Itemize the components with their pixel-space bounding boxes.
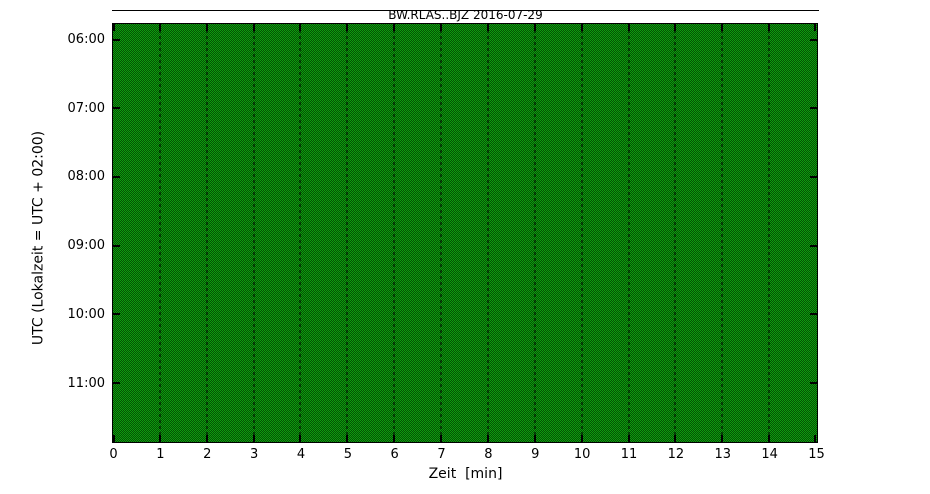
x-tick-mark (580, 435, 583, 442)
y-tick-mark (810, 382, 817, 384)
x-tick-label: 0 (109, 447, 118, 462)
x-tick-mark (768, 24, 771, 31)
x-tick-mark (533, 435, 536, 442)
x-tick-mark (486, 435, 489, 442)
x-tick-label: 11 (620, 447, 638, 462)
y-tick-mark (810, 38, 817, 41)
minute-gridline (533, 24, 536, 442)
x-tick-label: 7 (437, 447, 446, 462)
x-tick-mark (113, 24, 115, 31)
y-tick-mark (810, 313, 817, 316)
x-tick-label: 14 (761, 447, 778, 462)
minute-gridline (158, 24, 161, 442)
y-tick-mark (810, 244, 817, 247)
y-tick-mark (810, 175, 817, 178)
x-tick-mark (674, 435, 677, 442)
x-tick-mark (252, 24, 255, 31)
waveform-plot-area (112, 23, 818, 443)
x-tick-label: 3 (249, 447, 259, 462)
y-tick-mark (810, 107, 817, 110)
x-tick-mark (440, 435, 443, 442)
y-tick-label: 09:00 (67, 238, 105, 254)
minute-gridline (486, 24, 489, 442)
x-tick-label: 4 (296, 447, 306, 462)
x-tick-label: 10 (573, 447, 591, 462)
y-tick-mark (113, 38, 120, 41)
x-tick-mark (158, 24, 161, 31)
y-tick-mark (113, 382, 120, 384)
minute-gridline (252, 24, 255, 442)
y-tick-mark (113, 175, 120, 178)
chart-title: BW.RLAS..BJZ 2016-07-29 (388, 8, 543, 22)
x-tick-mark (346, 24, 349, 31)
x-tick-mark (158, 435, 161, 442)
y-tick-label: 08:00 (67, 169, 105, 185)
x-tick-mark (814, 24, 816, 31)
x-tick-mark (580, 24, 583, 31)
y-axis-label: UTC (Lokalzeit = UTC + 02:00) (30, 130, 47, 346)
x-tick-label: 15 (808, 447, 825, 462)
minute-gridline (627, 24, 630, 442)
minute-gridline (393, 24, 396, 442)
minute-gridline (346, 24, 349, 442)
x-tick-mark (768, 435, 771, 442)
y-tick-label: 06:00 (67, 32, 105, 47)
x-tick-label: 12 (667, 447, 685, 462)
x-tick-label: 9 (531, 447, 540, 462)
x-tick-label: 6 (390, 447, 399, 462)
x-tick-mark (533, 24, 536, 31)
x-tick-mark (674, 24, 677, 31)
x-tick-mark (627, 24, 630, 31)
x-tick-mark (252, 435, 255, 442)
x-axis-label: Zeit [min] (428, 466, 503, 482)
y-tick-mark (113, 244, 120, 247)
x-tick-label: 13 (714, 447, 732, 462)
x-tick-mark (486, 24, 489, 31)
x-tick-mark (205, 435, 208, 442)
x-tick-mark (393, 435, 396, 442)
y-tick-label: 11:00 (67, 375, 105, 391)
x-tick-label: 5 (343, 447, 352, 462)
x-tick-mark (205, 24, 208, 31)
y-tick-label: 07:00 (67, 100, 105, 116)
x-tick-label: 2 (203, 447, 212, 462)
x-tick-label: 1 (156, 447, 165, 462)
x-tick-mark (721, 24, 724, 31)
x-tick-mark (393, 24, 396, 31)
minute-gridline (674, 24, 677, 442)
x-tick-mark (627, 435, 630, 442)
minute-gridline (580, 24, 583, 442)
y-tick-mark (113, 107, 120, 110)
x-tick-label: 8 (484, 447, 493, 462)
x-tick-mark (299, 24, 302, 31)
x-tick-mark (440, 24, 443, 31)
minute-gridline (721, 24, 724, 442)
minute-gridline (768, 24, 771, 442)
minute-gridline (205, 24, 208, 442)
y-tick-label: 10:00 (67, 306, 105, 322)
y-tick-mark (113, 313, 120, 316)
minute-gridline (299, 24, 302, 442)
x-tick-mark (346, 435, 349, 442)
x-tick-mark (814, 435, 816, 442)
x-tick-mark (721, 435, 724, 442)
cropped-figure-edge-line (112, 10, 819, 11)
x-tick-mark (113, 435, 115, 442)
minute-gridline (440, 24, 443, 442)
x-tick-mark (299, 435, 302, 442)
